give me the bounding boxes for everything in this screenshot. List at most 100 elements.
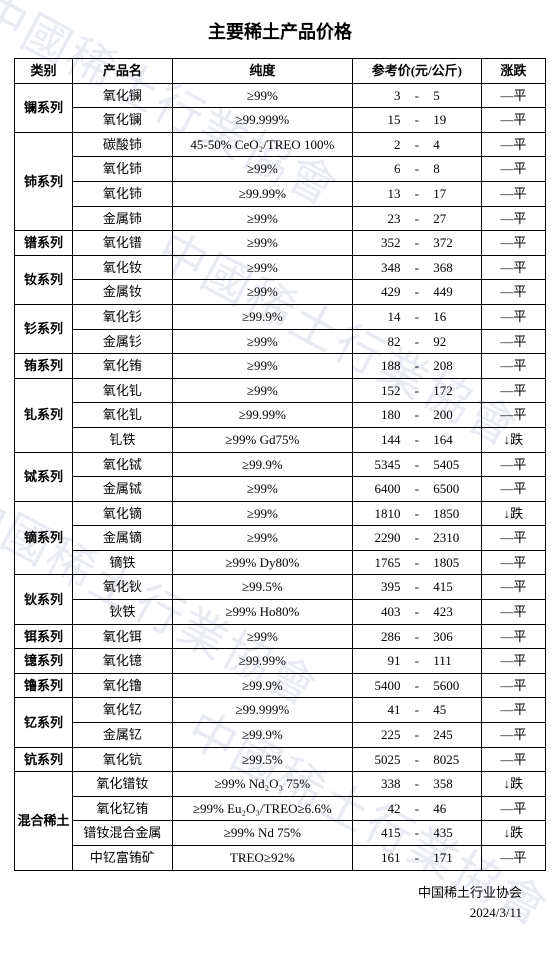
product-name: 氧化钇铕 xyxy=(73,796,173,821)
table-row: 钬系列氧化钬≥99.5%395-415—平 xyxy=(15,575,546,600)
footer-org: 中国稀土行业协会 xyxy=(14,883,522,904)
col-price: 参考价(元/公斤) xyxy=(353,59,482,84)
purity-cell: ≥99% xyxy=(172,378,352,403)
trend-cell: —平 xyxy=(481,329,545,354)
purity-cell: TREO≥92% xyxy=(172,846,352,871)
table-row: 钆铁≥99% Gd75%144-164↓跌 xyxy=(15,427,546,452)
price-dash: - xyxy=(406,157,427,182)
price-low: 225 xyxy=(353,723,407,748)
price-high: 8 xyxy=(427,157,481,182)
table-row: 钇系列氧化钇≥99.999%41-45—平 xyxy=(15,698,546,723)
category-cell: 镱系列 xyxy=(15,649,73,674)
price-low: 5025 xyxy=(353,747,407,772)
table-row: 金属铽≥99%6400-6500—平 xyxy=(15,477,546,502)
table-row: 金属钐≥99%82-92—平 xyxy=(15,329,546,354)
purity-cell: ≥99.99% xyxy=(172,649,352,674)
price-low: 180 xyxy=(353,403,407,428)
purity-cell: ≥99.99% xyxy=(172,181,352,206)
product-name: 氧化钕 xyxy=(73,255,173,280)
purity-cell: ≥99.999% xyxy=(172,698,352,723)
trend-cell: —平 xyxy=(481,403,545,428)
price-high: 372 xyxy=(427,231,481,256)
price-dash: - xyxy=(406,698,427,723)
price-low: 144 xyxy=(353,427,407,452)
purity-cell: ≥99% Nd 75% xyxy=(172,821,352,846)
purity-cell: ≥99% Gd75% xyxy=(172,427,352,452)
category-cell: 钇系列 xyxy=(15,698,73,747)
trend-cell: —平 xyxy=(481,231,545,256)
purity-cell: ≥99% xyxy=(172,624,352,649)
price-high: 164 xyxy=(427,427,481,452)
price-high: 358 xyxy=(427,772,481,797)
price-dash: - xyxy=(406,550,427,575)
table-header-row: 类别 产品名 纯度 参考价(元/公斤) 涨跌 xyxy=(15,59,546,84)
trend-cell: —平 xyxy=(481,304,545,329)
price-dash: - xyxy=(406,108,427,133)
product-name: 钬铁 xyxy=(73,600,173,625)
price-high: 368 xyxy=(427,255,481,280)
price-high: 5405 xyxy=(427,452,481,477)
price-low: 15 xyxy=(353,108,407,133)
price-high: 171 xyxy=(427,846,481,871)
price-low: 152 xyxy=(353,378,407,403)
table-row: 镨系列氧化镨≥99%352-372—平 xyxy=(15,231,546,256)
trend-cell: —平 xyxy=(481,83,545,108)
price-dash: - xyxy=(406,821,427,846)
trend-cell: —平 xyxy=(481,796,545,821)
price-high: 45 xyxy=(427,698,481,723)
trend-cell: —平 xyxy=(481,600,545,625)
purity-cell: ≥99% xyxy=(172,83,352,108)
price-low: 403 xyxy=(353,600,407,625)
price-low: 91 xyxy=(353,649,407,674)
product-name: 氧化钆 xyxy=(73,378,173,403)
table-row: 中钇富铕矿TREO≥92%161-171—平 xyxy=(15,846,546,871)
col-name: 产品名 xyxy=(73,59,173,84)
trend-cell: —平 xyxy=(481,698,545,723)
price-high: 5 xyxy=(427,83,481,108)
product-name: 氧化钇 xyxy=(73,698,173,723)
price-high: 8025 xyxy=(427,747,481,772)
table-row: 铈系列碳酸铈45-50% CeO₂/TREO 100%2-4—平 xyxy=(15,132,546,157)
trend-cell: —平 xyxy=(481,157,545,182)
trend-cell: —平 xyxy=(481,378,545,403)
purity-cell: ≥99% Dy80% xyxy=(172,550,352,575)
price-low: 41 xyxy=(353,698,407,723)
price-dash: - xyxy=(406,378,427,403)
table-row: 混合稀土氧化镨钕≥99% Nd₂O₃ 75%338-358↓跌 xyxy=(15,772,546,797)
trend-cell: —平 xyxy=(481,181,545,206)
trend-cell: —平 xyxy=(481,206,545,231)
price-dash: - xyxy=(406,673,427,698)
category-cell: 混合稀土 xyxy=(15,772,73,870)
product-name: 氧化钬 xyxy=(73,575,173,600)
trend-cell: —平 xyxy=(481,477,545,502)
product-name: 金属铈 xyxy=(73,206,173,231)
price-high: 423 xyxy=(427,600,481,625)
price-dash: - xyxy=(406,452,427,477)
trend-cell: —平 xyxy=(481,280,545,305)
table-row: 金属钕≥99%429-449—平 xyxy=(15,280,546,305)
category-cell: 铽系列 xyxy=(15,452,73,501)
product-name: 镝铁 xyxy=(73,550,173,575)
price-dash: - xyxy=(406,526,427,551)
price-dash: - xyxy=(406,772,427,797)
price-low: 161 xyxy=(353,846,407,871)
table-row: 氧化铈≥99%6-8—平 xyxy=(15,157,546,182)
trend-cell: —平 xyxy=(481,255,545,280)
trend-cell: ↓跌 xyxy=(481,501,545,526)
product-name: 氧化镨 xyxy=(73,231,173,256)
product-name: 氧化钪 xyxy=(73,747,173,772)
purity-cell: ≥99.99% xyxy=(172,403,352,428)
product-name: 氧化镧 xyxy=(73,83,173,108)
price-dash: - xyxy=(406,231,427,256)
table-row: 铕系列氧化铕≥99%188-208—平 xyxy=(15,354,546,379)
product-name: 金属钕 xyxy=(73,280,173,305)
price-high: 306 xyxy=(427,624,481,649)
price-high: 5600 xyxy=(427,673,481,698)
trend-cell: —平 xyxy=(481,673,545,698)
purity-cell: ≥99.5% xyxy=(172,747,352,772)
price-low: 1765 xyxy=(353,550,407,575)
price-high: 16 xyxy=(427,304,481,329)
table-row: 氧化钆≥99.99%180-200—平 xyxy=(15,403,546,428)
purity-cell: ≥99% xyxy=(172,501,352,526)
price-dash: - xyxy=(406,723,427,748)
